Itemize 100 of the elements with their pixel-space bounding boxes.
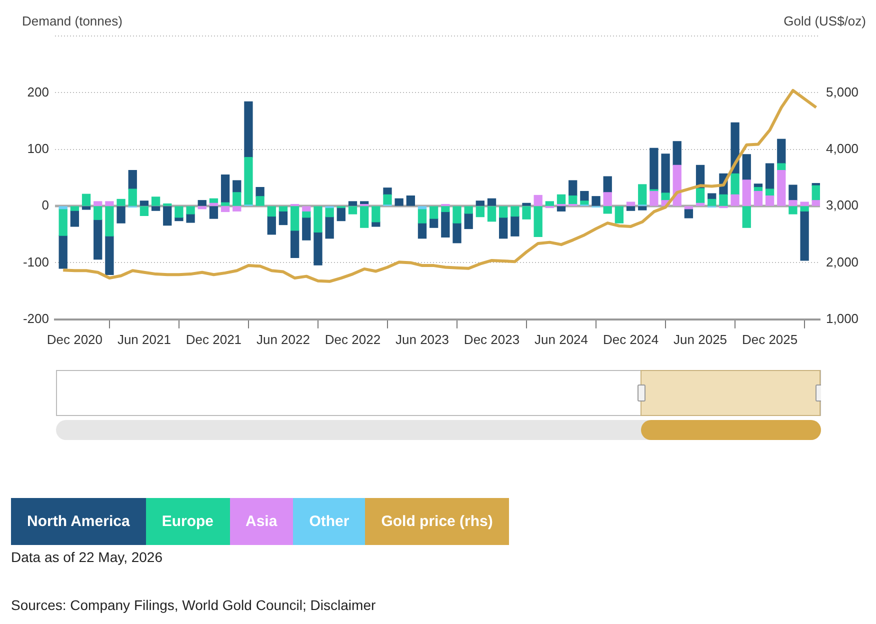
x-tick-label: Jun 2024 — [534, 332, 588, 347]
text: Asia — [230, 498, 294, 545]
bar — [232, 180, 242, 193]
bar — [742, 154, 751, 180]
bar — [302, 217, 311, 240]
bar — [661, 192, 670, 201]
y2-axis-title: Gold (US$/oz) — [784, 14, 866, 29]
bar — [487, 198, 496, 206]
y2-tick-label: 4,000 — [826, 140, 859, 156]
bar — [186, 214, 195, 223]
bar — [684, 208, 694, 218]
x-tick-label: Jun 2023 — [395, 332, 449, 347]
x-tick-label: Dec 2024 — [602, 332, 659, 347]
bar — [267, 216, 276, 235]
bar — [128, 170, 137, 190]
bar — [812, 185, 820, 201]
bar — [788, 200, 798, 206]
bar — [256, 196, 264, 206]
bar — [290, 206, 300, 231]
bar — [348, 206, 358, 214]
y-tick-label: -100 — [22, 254, 49, 270]
bar — [742, 180, 751, 206]
bar — [348, 201, 358, 206]
bar — [638, 184, 647, 206]
y2-tick-label: 3,000 — [826, 198, 859, 213]
bar — [788, 184, 798, 201]
bar — [94, 206, 102, 220]
y-tick-label: 200 — [27, 84, 49, 100]
bar — [82, 194, 91, 206]
bar — [522, 202, 531, 206]
bar — [464, 213, 473, 230]
bar — [487, 206, 496, 222]
text: Other — [293, 498, 366, 545]
bar — [476, 200, 484, 206]
bar — [406, 196, 415, 206]
bar — [94, 219, 102, 260]
bar — [383, 194, 392, 206]
bar — [499, 217, 508, 239]
bar — [244, 156, 253, 206]
bar — [58, 235, 68, 269]
y2-tick-label: 5,000 — [826, 84, 859, 100]
bar — [325, 207, 334, 218]
bar — [765, 163, 774, 190]
bar — [592, 196, 600, 206]
bar — [336, 207, 346, 222]
y-axis-title: Demand (tonnes) — [22, 14, 122, 29]
bar — [372, 206, 380, 222]
bar — [464, 206, 473, 214]
text: Europe — [146, 498, 230, 545]
bar — [556, 194, 566, 205]
bar — [730, 173, 740, 196]
bar — [58, 206, 68, 210]
bar — [430, 206, 438, 219]
bar — [708, 193, 716, 200]
bar — [672, 141, 682, 166]
bar — [742, 206, 751, 228]
x-tick-label: Jun 2022 — [256, 332, 310, 347]
bar — [650, 190, 658, 206]
bar — [163, 203, 172, 206]
bar — [198, 206, 206, 210]
bar — [209, 202, 218, 206]
bar — [360, 206, 369, 228]
bar — [534, 194, 542, 206]
bar — [418, 206, 427, 210]
bar — [302, 206, 311, 212]
bar — [603, 192, 612, 206]
bar — [209, 206, 218, 219]
text: Data as of 22 May, 2026 — [11, 549, 162, 565]
bar — [812, 200, 820, 206]
x-tick-label: Jun 2021 — [117, 332, 171, 347]
text: Gold price (rhs) — [365, 498, 509, 545]
bar — [522, 206, 531, 220]
x-tick-label: Dec 2021 — [186, 332, 242, 347]
x-tick-label: Dec 2025 — [742, 332, 798, 347]
bar — [267, 206, 276, 217]
bar — [545, 201, 554, 206]
bar — [626, 206, 636, 211]
bar — [58, 208, 68, 236]
bar — [418, 222, 427, 239]
y2-tick-label: 2,000 — [826, 254, 859, 270]
y2-tick-label: 1,000 — [826, 310, 859, 326]
bar — [626, 202, 636, 206]
bar — [82, 206, 91, 210]
bar — [278, 206, 288, 212]
bar — [256, 187, 264, 197]
bar — [568, 196, 578, 205]
bar — [220, 202, 230, 206]
bar — [151, 206, 160, 211]
bar — [314, 206, 322, 232]
bar — [499, 206, 508, 218]
bar — [244, 101, 253, 158]
y-tick-label: -200 — [22, 310, 49, 326]
bar — [441, 211, 450, 238]
bar — [418, 208, 427, 224]
bar — [314, 232, 322, 266]
bar — [140, 200, 149, 206]
bar — [232, 192, 242, 206]
bar — [198, 200, 206, 206]
bar — [603, 176, 612, 193]
bar — [105, 201, 114, 206]
